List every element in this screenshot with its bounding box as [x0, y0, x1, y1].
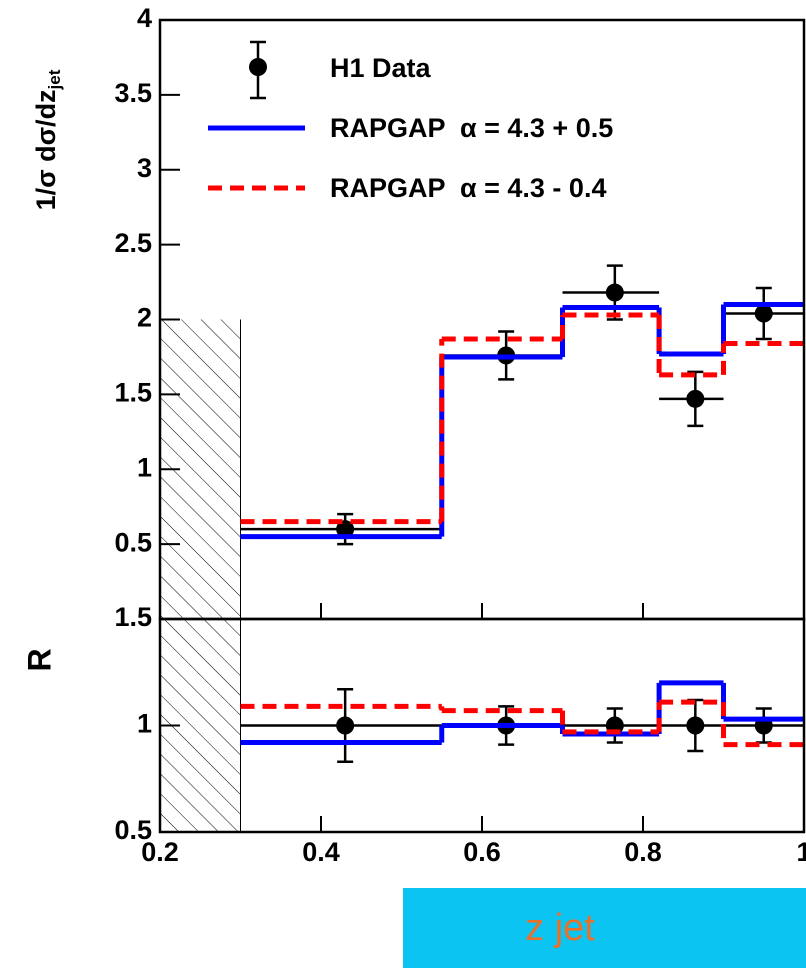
y-tick-label: 2.5 — [114, 228, 152, 258]
legend-label: RAPGAP α = 4.3 + 0.5 — [330, 113, 613, 143]
y-tick-label: 1 — [137, 452, 152, 482]
y-tick-label: 1.5 — [114, 602, 152, 632]
y-tick-label: 1.5 — [114, 378, 152, 408]
ratio-axis-label: R — [21, 648, 57, 671]
data-point — [336, 520, 355, 539]
y-tick-label: 0.5 — [114, 815, 152, 845]
data-point — [754, 304, 773, 323]
x-tick-label: 0.6 — [463, 837, 501, 867]
y-tick-label: 3 — [137, 153, 152, 183]
y-tick-label: 3.5 — [114, 78, 152, 108]
legend-label: RAPGAP α = 4.3 - 0.4 — [330, 173, 606, 203]
y-tick-label: 0.5 — [114, 527, 152, 557]
xlabel-box — [403, 888, 806, 968]
data-point — [336, 716, 355, 735]
y-tick-label: 4 — [137, 3, 152, 33]
y-label-sub: jet — [45, 69, 64, 90]
y-axis-label: 1/σ dσ/dzjet — [31, 69, 64, 210]
data-point — [686, 716, 705, 735]
data-point — [605, 283, 624, 302]
data-point — [686, 389, 705, 408]
legend-marker — [249, 58, 267, 76]
frame — [158, 617, 806, 834]
legend-label: H1 Data — [330, 53, 432, 83]
x-tick-label: 1 — [796, 837, 806, 867]
y-tick-label: 2 — [137, 303, 152, 333]
x-axis-label: z jet — [525, 907, 595, 949]
y-tick-label: 1 — [137, 709, 152, 739]
x-tick-label: 0.8 — [624, 837, 662, 867]
x-tick-label: 0.2 — [141, 837, 179, 867]
x-tick-label: 0.4 — [302, 837, 340, 867]
y-label-main: 1/σ dσ/dz — [31, 89, 61, 210]
